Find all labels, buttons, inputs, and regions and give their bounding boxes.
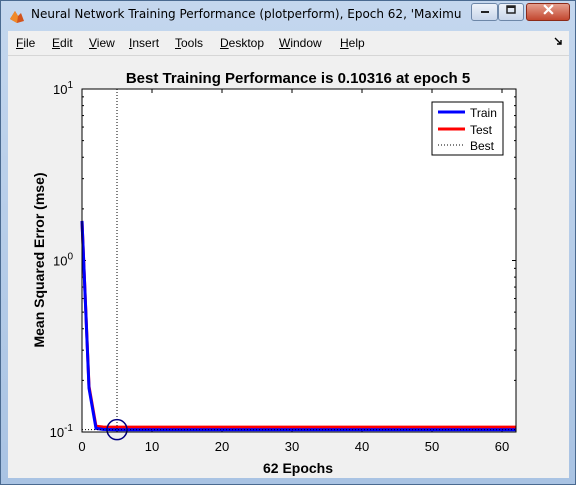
menu-help[interactable]: Help [340, 36, 365, 50]
menu-file[interactable]: File [16, 36, 36, 50]
legend: Train Test Best [431, 101, 504, 156]
maximize-button[interactable] [498, 3, 524, 21]
legend-label-best: Best [470, 139, 495, 153]
menu-edit[interactable]: Edit [52, 36, 73, 50]
menu-tools[interactable]: Tools [175, 36, 204, 50]
x-tick-label: 50 [425, 439, 439, 454]
x-tick-label: 0 [78, 439, 85, 454]
maximize-icon [506, 5, 516, 14]
menu-window[interactable]: Window [279, 36, 322, 50]
performance-chart: Best Training Performance is 0.10316 at … [31, 70, 517, 476]
y-tick-label: 10-1 [50, 423, 74, 440]
series-lines [80, 89, 516, 441]
best-point-marker [106, 418, 128, 441]
x-tick-label: 60 [495, 439, 509, 454]
dock-arrow-icon[interactable] [554, 37, 563, 46]
title-bar[interactable]: Neural Network Training Performance (plo… [1, 1, 575, 31]
x-tick-label: 20 [215, 439, 229, 454]
menu-bar: File Edit View Insert Tools Desktop Wind… [8, 31, 569, 56]
x-tick-label: 40 [355, 439, 369, 454]
menu-desktop[interactable]: Desktop [220, 36, 265, 50]
x-tick-label: 30 [285, 439, 299, 454]
close-button[interactable] [526, 3, 570, 21]
figure-area: Best Training Performance is 0.10316 at … [8, 56, 569, 478]
menu-view[interactable]: View [89, 36, 115, 50]
y-tick-label: 100 [53, 252, 73, 269]
x-tick-label: 10 [145, 439, 159, 454]
legend-label-train: Train [470, 106, 497, 120]
minimize-button[interactable] [471, 3, 498, 21]
y-axis-label: Mean Squared Error (mse) [31, 172, 47, 347]
close-icon [542, 4, 554, 15]
minimize-icon [480, 11, 489, 13]
matlab-icon [10, 11, 24, 23]
chart-title: Best Training Performance is 0.10316 at … [126, 70, 470, 87]
menu-insert[interactable]: Insert [129, 36, 160, 50]
axes-box [81, 88, 517, 433]
y-tick-label: 101 [53, 80, 73, 97]
window-title: Neural Network Training Performance (plo… [31, 7, 461, 21]
legend-label-test: Test [470, 123, 493, 137]
x-axis-label: 62 Epochs [263, 460, 333, 476]
